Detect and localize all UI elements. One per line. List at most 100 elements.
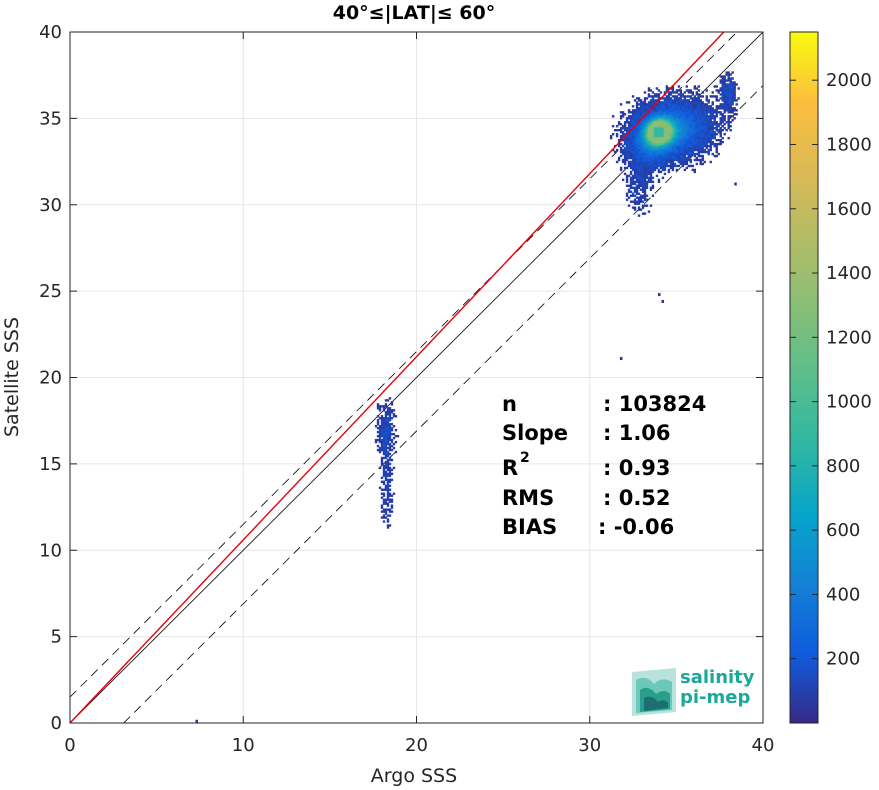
heatmap-cell xyxy=(705,95,708,98)
heatmap-cell xyxy=(631,148,635,152)
heatmap-cell xyxy=(723,83,726,86)
heatmap-cell xyxy=(657,97,661,100)
heatmap-cell xyxy=(659,127,663,130)
heatmap-cell xyxy=(681,140,685,144)
heatmap-cell xyxy=(679,119,683,122)
heatmap-cell xyxy=(661,140,665,144)
heatmap-cell xyxy=(384,417,388,420)
heatmap-cell xyxy=(388,444,392,448)
heatmap-cell xyxy=(673,91,677,94)
heatmap-cell xyxy=(679,105,683,108)
heatmap-cell xyxy=(641,200,645,203)
heatmap-cell xyxy=(677,128,681,132)
heatmap-cell xyxy=(637,172,641,176)
heatmap-cell xyxy=(633,121,637,124)
heatmap-cell xyxy=(687,140,691,144)
heatmap-cell xyxy=(675,156,679,160)
heatmap-cell xyxy=(721,103,724,106)
heatmap-cell xyxy=(681,162,685,166)
heatmap-cell xyxy=(695,146,698,150)
heatmap-cell xyxy=(637,148,641,152)
heatmap-cell xyxy=(679,156,683,160)
heatmap-cell xyxy=(382,421,386,424)
heatmap-cell xyxy=(617,128,621,132)
heatmap-cell xyxy=(380,417,384,420)
heatmap-cell xyxy=(639,156,643,160)
heatmap-cell xyxy=(729,111,732,114)
heatmap-cell xyxy=(721,99,724,102)
heatmap-cell xyxy=(691,93,695,96)
heatmap-cell xyxy=(380,438,384,442)
heatmap-cell xyxy=(633,123,637,126)
heatmap-cell xyxy=(683,156,687,160)
heatmap-cell xyxy=(729,103,732,106)
heatmap-cell xyxy=(378,466,382,470)
heatmap-cell xyxy=(637,97,641,100)
heatmap-cell xyxy=(683,123,687,126)
heatmap-cell xyxy=(390,494,394,497)
heatmap-cell xyxy=(715,107,718,110)
heatmap-cell xyxy=(719,123,722,126)
heatmap-cell xyxy=(635,154,639,158)
heatmap-cell xyxy=(679,152,683,156)
heatmap-cell xyxy=(685,130,689,134)
heatmap-cell xyxy=(685,136,689,140)
heatmap-cell xyxy=(661,154,665,158)
heatmap-cell xyxy=(384,462,388,466)
heatmap-cell xyxy=(627,140,631,144)
heatmap-cell xyxy=(651,134,655,138)
heatmap-cell xyxy=(683,95,687,98)
heatmap-cell xyxy=(651,156,655,160)
heatmap-cell xyxy=(380,448,384,452)
y-tick-label: 40 xyxy=(39,22,62,43)
heatmap-cell xyxy=(707,128,710,132)
heatmap-cell xyxy=(699,162,702,166)
heatmap-cell xyxy=(731,83,734,86)
heatmap-cell xyxy=(651,109,655,112)
heatmap-cell xyxy=(625,117,629,120)
heatmap-cell xyxy=(727,111,730,114)
heatmap-cell xyxy=(388,524,392,527)
heatmap-cell xyxy=(731,71,734,74)
heatmap-cell xyxy=(643,154,647,158)
heatmap-cell xyxy=(663,152,667,156)
heatmap-cell xyxy=(623,146,627,150)
heatmap-cell xyxy=(627,188,631,191)
heatmap-cell xyxy=(627,152,631,156)
heatmap-cell xyxy=(611,125,615,128)
heatmap-cell xyxy=(693,103,697,106)
heatmap-cell xyxy=(651,115,655,118)
heatmap-cell xyxy=(633,158,637,162)
heatmap-cell xyxy=(631,125,635,128)
heatmap-cell xyxy=(697,121,700,124)
heatmap-cell xyxy=(677,134,681,138)
heatmap-cell xyxy=(711,127,714,130)
heatmap-cell xyxy=(677,127,681,130)
heatmap-cell xyxy=(635,146,639,150)
heatmap-cell xyxy=(653,132,657,136)
heatmap-cell xyxy=(689,160,693,164)
heatmap-cell xyxy=(681,119,685,122)
heatmap-cell xyxy=(717,107,720,110)
heatmap-cell xyxy=(697,99,700,102)
heatmap-cell xyxy=(653,127,657,130)
heatmap-cell xyxy=(663,132,667,136)
heatmap-cell xyxy=(663,97,667,100)
heatmap-cell xyxy=(643,97,647,100)
heatmap-cell xyxy=(689,119,693,122)
heatmap-cell xyxy=(390,423,394,426)
heatmap-cell xyxy=(709,111,712,114)
heatmap-cell xyxy=(661,130,665,134)
heatmap-cell xyxy=(723,89,726,92)
heatmap-cell xyxy=(729,121,732,124)
heatmap-cell xyxy=(623,113,627,116)
heatmap-cell xyxy=(675,125,679,128)
heatmap-cell xyxy=(384,425,388,428)
heatmap-cell xyxy=(657,105,661,108)
heatmap-cell xyxy=(669,123,673,126)
heatmap-cell xyxy=(653,109,657,112)
heatmap-cell xyxy=(663,115,667,118)
heatmap-cell xyxy=(713,119,716,122)
heatmap-cell xyxy=(721,75,724,78)
heatmap-cell xyxy=(663,121,667,124)
